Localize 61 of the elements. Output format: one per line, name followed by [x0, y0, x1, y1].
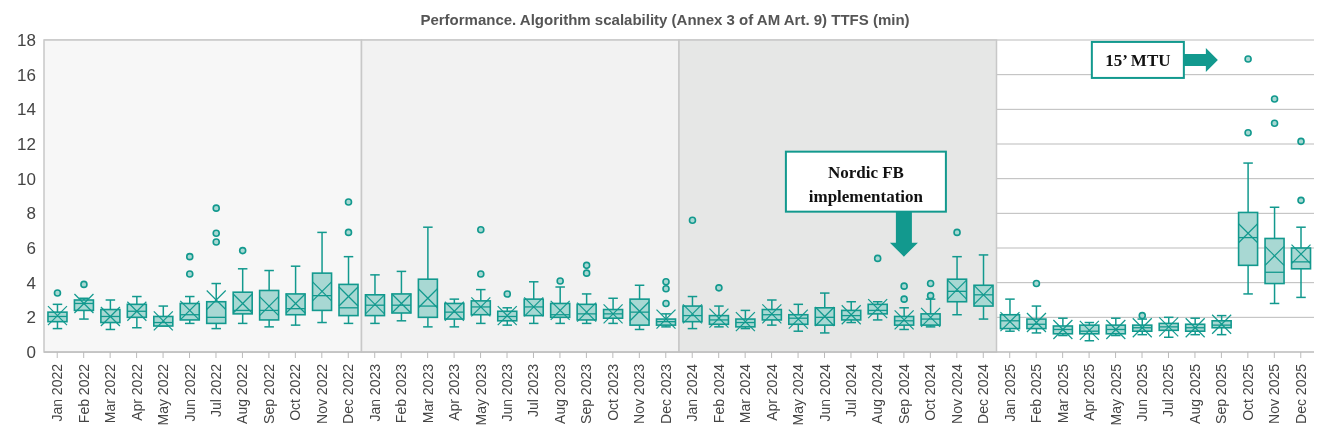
x-tick-label: Jul 2025 [1160, 363, 1177, 417]
y-tick-label: 6 [26, 239, 36, 259]
x-tick-label: Nov 2023 [631, 363, 648, 424]
x-tick-label: Jul 2022 [207, 363, 224, 417]
x-tick-label: Sep 2024 [895, 363, 912, 424]
x-tick-label: Jun 2023 [499, 363, 516, 422]
x-tick-label: Feb 2022 [75, 363, 92, 424]
x-tick-label: Feb 2025 [1028, 363, 1045, 424]
y-tick-label: 14 [17, 100, 36, 120]
x-tick-label: Mar 2025 [1054, 363, 1071, 424]
y-tick-label: 4 [26, 273, 36, 293]
y-tick-label: 18 [17, 31, 36, 51]
y-tick-label: 12 [17, 135, 36, 155]
x-tick-label: May 2025 [1107, 363, 1124, 426]
x-tick-label: Oct 2023 [604, 363, 621, 421]
x-tick-label: Apr 2023 [446, 363, 463, 421]
x-tick-label: Jul 2023 [525, 363, 542, 417]
x-tick-label: Jan 2022 [49, 363, 66, 422]
x-tick-label: Jan 2023 [366, 363, 383, 422]
x-tick-label: Nov 2025 [1266, 363, 1283, 424]
x-tick-label: Mar 2024 [737, 363, 754, 424]
x-tick-label: Apr 2024 [763, 363, 780, 421]
x-tick-label: Jun 2025 [1134, 363, 1151, 422]
chart-title: Performance. Algorithm scalability (Annex 3 of AM Art. 9) TTFS (min) [419, 10, 911, 30]
x-tick-label: Apr 2022 [128, 363, 145, 421]
x-tick-label: Dec 2025 [1292, 363, 1309, 424]
x-tick-label: Feb 2024 [710, 363, 727, 424]
x-tick-label: May 2022 [155, 363, 172, 426]
annotation: Nordic FB implementation [808, 162, 924, 206]
x-tick-label: May 2023 [472, 363, 489, 426]
x-tick-label: Jun 2024 [816, 363, 833, 422]
x-tick-label: Aug 2024 [869, 363, 886, 424]
x-tick-label: Jun 2022 [181, 363, 198, 422]
x-tick-label: Aug 2023 [551, 363, 568, 424]
x-tick-label: Oct 2022 [287, 363, 304, 421]
x-tick-label: Jan 2024 [684, 363, 701, 422]
x-tick-label: Oct 2025 [1239, 363, 1256, 421]
y-tick-label: 8 [26, 204, 36, 224]
y-tick-label: 10 [17, 169, 36, 189]
x-tick-label: Sep 2023 [578, 363, 595, 424]
x-tick-label: Aug 2025 [1186, 363, 1203, 424]
x-tick-label: May 2024 [790, 363, 807, 426]
x-tick-label: Apr 2025 [1081, 363, 1098, 421]
x-tick-label: Dec 2023 [657, 363, 674, 424]
x-tick-label: Dec 2022 [340, 363, 357, 424]
x-tick-label: Feb 2023 [393, 363, 410, 424]
x-tick-label: Nov 2024 [948, 363, 965, 424]
x-tick-label: Aug 2022 [234, 363, 251, 424]
x-tick-label: Jul 2024 [842, 363, 859, 417]
y-tick-label: 0 [26, 343, 36, 363]
x-tick-label: Dec 2024 [975, 363, 992, 424]
x-tick-label: Oct 2024 [922, 363, 939, 421]
x-tick-label: Sep 2022 [260, 363, 277, 424]
x-tick-label: Nov 2022 [313, 363, 330, 424]
x-tick-label: Mar 2023 [419, 363, 436, 424]
x-tick-label: Jan 2025 [1001, 363, 1018, 422]
x-tick-label: Mar 2022 [102, 363, 119, 424]
y-tick-label: 2 [26, 308, 36, 328]
x-tick-label: Sep 2025 [1213, 363, 1230, 424]
annotation: 15’ MTU [1105, 50, 1171, 70]
y-tick-label: 16 [17, 65, 36, 85]
